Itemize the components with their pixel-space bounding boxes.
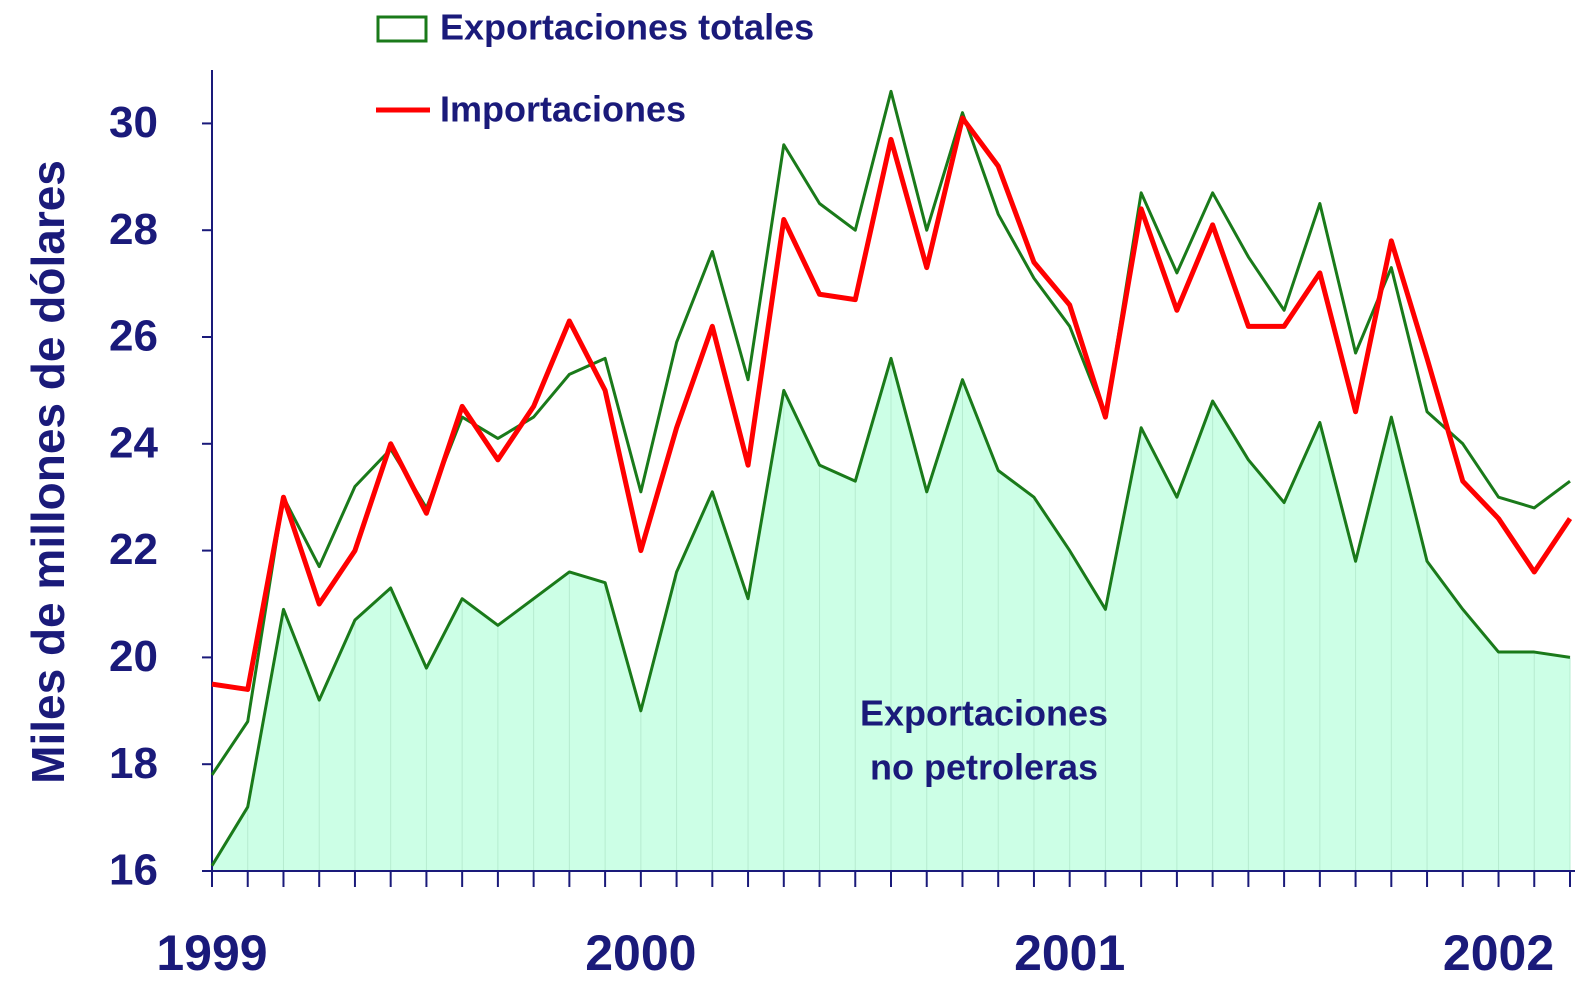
legend-box bbox=[376, 15, 428, 43]
annotation: Exportaciones bbox=[860, 693, 1108, 734]
y-tick-label: 18 bbox=[109, 739, 158, 788]
x-tick-label: 2000 bbox=[585, 925, 696, 981]
x-tick-label: 2001 bbox=[1014, 925, 1125, 981]
line bbox=[211, 115, 1573, 692]
annotation: no petroleras bbox=[870, 747, 1098, 788]
y-tick-label: 30 bbox=[109, 98, 158, 147]
y-tick-label: 26 bbox=[109, 312, 158, 361]
legend-label: Exportaciones totales bbox=[440, 7, 814, 48]
y-tick-label: 28 bbox=[109, 205, 158, 254]
area-line bbox=[210, 356, 1571, 867]
y-tick-label: 20 bbox=[109, 632, 158, 681]
x-tick-label: 2002 bbox=[1443, 925, 1554, 981]
x-tick-label: 1999 bbox=[156, 925, 267, 981]
y-tick-label: 16 bbox=[109, 846, 158, 895]
y-tick-label: 22 bbox=[109, 525, 158, 574]
y-axis-label: Miles de millones de dólares bbox=[22, 160, 74, 784]
legend-label: Importaciones bbox=[440, 89, 686, 130]
y-tick-label: 24 bbox=[109, 418, 158, 467]
